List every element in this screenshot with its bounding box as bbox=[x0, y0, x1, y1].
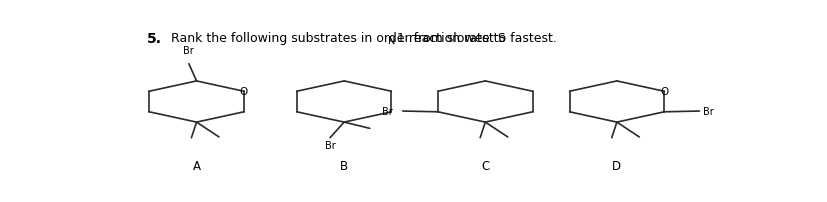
Text: A: A bbox=[193, 159, 200, 172]
Text: Br: Br bbox=[184, 46, 194, 56]
Text: C: C bbox=[480, 159, 489, 172]
Text: B: B bbox=[340, 159, 348, 172]
Text: Br: Br bbox=[382, 106, 393, 117]
Text: 5.: 5. bbox=[147, 32, 162, 46]
Text: Rank the following substrates in order from slowest S: Rank the following substrates in order f… bbox=[170, 32, 505, 45]
Text: 1 reaction rate to fastest.: 1 reaction rate to fastest. bbox=[397, 32, 557, 45]
Text: O: O bbox=[659, 87, 667, 97]
Text: D: D bbox=[611, 159, 621, 172]
Text: O: O bbox=[239, 87, 247, 97]
Text: N: N bbox=[387, 35, 394, 45]
Text: Br: Br bbox=[324, 140, 335, 150]
Text: Br: Br bbox=[702, 106, 713, 117]
